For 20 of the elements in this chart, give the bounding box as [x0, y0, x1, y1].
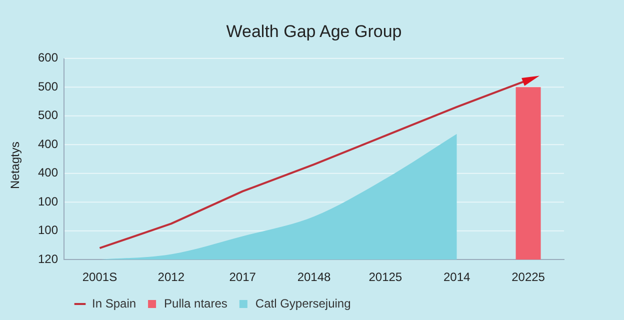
y-axis-title: Netagtys [8, 141, 22, 188]
text: 500 [38, 108, 58, 122]
text: 100 [38, 223, 58, 238]
text: 600 [38, 50, 58, 65]
x-tick-label: 2017 [229, 270, 256, 284]
chart-title: Wealth Gap Age Group [226, 22, 402, 41]
text: 120 [38, 252, 58, 266]
x-tick-label: 20148 [297, 270, 332, 284]
legend-label: In Spain [92, 296, 136, 310]
text: 400 [38, 136, 58, 151]
legend-label: Pulla ntares [164, 296, 228, 310]
text: 100 [38, 194, 58, 208]
x-tick-label: 2001S [82, 270, 118, 284]
x-tick-label: 20225 [512, 270, 546, 284]
x-tick-label: 2014 [444, 270, 471, 284]
text: 400 [38, 166, 58, 180]
legend-label: Catl Gypersejuing [255, 296, 351, 310]
x-tick-label: 2012 [158, 270, 185, 284]
text: 500 [38, 79, 58, 94]
x-tick-label: 20125 [368, 270, 402, 284]
